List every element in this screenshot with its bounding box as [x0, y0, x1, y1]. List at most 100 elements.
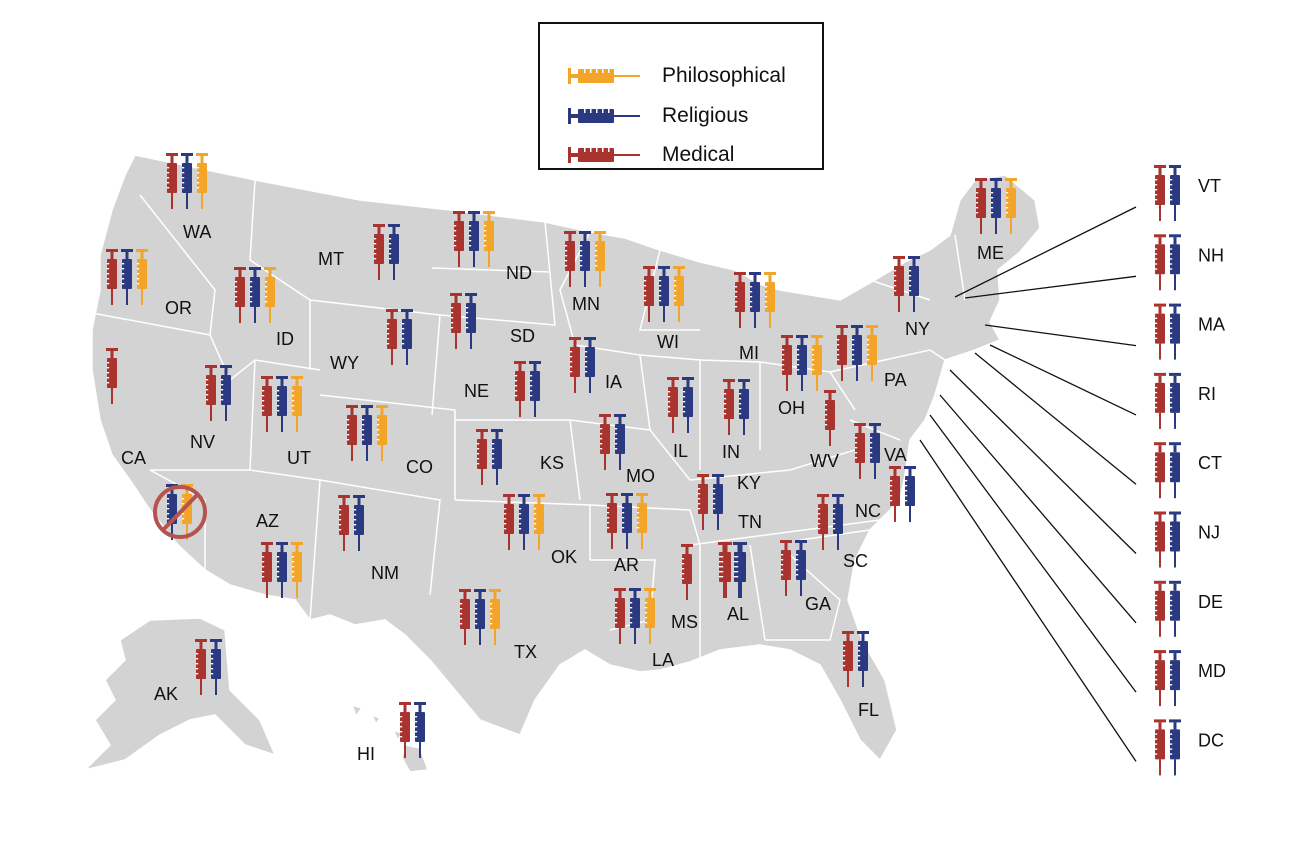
- callout-ct-medical-syringe-icon: [1154, 442, 1166, 499]
- callout-ri-religious-syringe-icon: [1169, 372, 1181, 429]
- callout-md-medical-syringe-icon: [1154, 650, 1166, 707]
- callout-line-ma: [984, 324, 1137, 347]
- callout-line-vt: [954, 206, 1137, 298]
- state-label-ca: CA: [121, 448, 146, 468]
- state-label-ms: MS: [671, 612, 698, 632]
- callout-vt-medical-syringe-icon: [1154, 165, 1166, 221]
- northeast-callouts: VT NH MA RI CT NJ DE MD DC: [919, 165, 1226, 776]
- callout-label-vt: VT: [1198, 176, 1221, 196]
- state-label-va: VA: [884, 445, 907, 465]
- callout-nh: NH: [964, 234, 1224, 299]
- callout-line-nh: [964, 275, 1137, 299]
- state-label-wy: WY: [330, 353, 359, 373]
- state-label-or: OR: [165, 298, 192, 318]
- callout-vt: VT: [954, 165, 1221, 298]
- callout-ct-religious-syringe-icon: [1169, 442, 1181, 499]
- state-label-wa: WA: [183, 222, 211, 242]
- callout-dc: DC: [919, 439, 1224, 776]
- state-label-nv: NV: [190, 432, 215, 452]
- callout-de-religious-syringe-icon: [1169, 580, 1181, 637]
- hawaii-shape: [350, 703, 430, 773]
- religious-syringe-icon: [568, 108, 640, 124]
- state-label-mt: MT: [318, 249, 344, 269]
- state-label-ak: AK: [154, 684, 178, 704]
- callout-label-de: DE: [1198, 592, 1223, 612]
- callout-line-nj: [949, 369, 1137, 554]
- state-label-pa: PA: [884, 370, 907, 390]
- state-pa: [836, 325, 878, 381]
- state-wa: [166, 153, 208, 209]
- callout-ma-religious-syringe-icon: [1169, 303, 1181, 360]
- callout-ct: CT: [974, 352, 1222, 499]
- state-label-me: ME: [977, 243, 1004, 263]
- callout-label-dc: DC: [1198, 730, 1224, 750]
- state-label-ky: KY: [737, 473, 761, 493]
- no-sign-slash: [161, 492, 200, 532]
- callout-nj-medical-syringe-icon: [1154, 511, 1166, 568]
- legend-item-medical: Medical: [564, 140, 814, 170]
- state-label-ga: GA: [805, 594, 831, 614]
- state-az: [261, 542, 303, 598]
- callout-label-md: MD: [1198, 661, 1226, 681]
- state-label-sd: SD: [510, 326, 535, 346]
- state-nd: [453, 211, 495, 267]
- state-label-mo: MO: [626, 466, 655, 486]
- state-label-il: IL: [673, 441, 688, 461]
- callout-de: DE: [939, 394, 1223, 637]
- state-ar: [606, 493, 648, 549]
- us-land: [82, 154, 1041, 773]
- state-label-mi: MI: [739, 343, 759, 363]
- state-tx: [459, 589, 501, 645]
- state-label-ne: NE: [464, 381, 489, 401]
- alaska-shape: [82, 617, 277, 772]
- state-label-az: AZ: [256, 511, 279, 531]
- legend-label-medical: Medical: [662, 143, 735, 166]
- state-label-tn: TN: [738, 512, 762, 532]
- state-ok: [503, 494, 545, 550]
- callout-line-ri: [989, 344, 1137, 416]
- state-la: [614, 588, 656, 644]
- no-sign-icon: [153, 485, 207, 539]
- callout-dc-medical-syringe-icon: [1154, 719, 1166, 776]
- state-label-ut: UT: [287, 448, 311, 468]
- state-label-al: AL: [727, 604, 749, 624]
- callout-label-ct: CT: [1198, 453, 1222, 473]
- state-label-hi: HI: [357, 744, 375, 764]
- state-ut: [261, 376, 303, 432]
- callout-nj-religious-syringe-icon: [1169, 511, 1181, 568]
- callout-nj: NJ: [949, 369, 1220, 568]
- callout-ma-medical-syringe-icon: [1154, 303, 1166, 360]
- callout-label-ma: MA: [1198, 315, 1225, 335]
- state-label-wi: WI: [657, 332, 679, 352]
- callout-label-nh: NH: [1198, 245, 1224, 265]
- state-id: [234, 267, 276, 323]
- state-label-ok: OK: [551, 547, 577, 567]
- state-label-ar: AR: [614, 555, 639, 575]
- contiguous-us-shape: [91, 154, 1041, 762]
- state-labels: WA OR CA NV ID MT WY UT AZ CO NM ND SD NE KS OK TX MN IA MO…: [121, 222, 1004, 764]
- callout-line-md: [929, 414, 1137, 693]
- callout-line-ct: [974, 352, 1137, 485]
- callout-de-medical-syringe-icon: [1154, 580, 1166, 637]
- state-label-tx: TX: [514, 642, 537, 662]
- callout-md: MD: [929, 414, 1226, 707]
- callout-md-religious-syringe-icon: [1169, 650, 1181, 707]
- callout-label-nj: NJ: [1198, 523, 1220, 543]
- state-label-id: ID: [276, 329, 294, 349]
- callout-label-ri: RI: [1198, 384, 1216, 404]
- callout-line-de: [939, 394, 1137, 624]
- legend: Philosophical Religious Medical: [538, 22, 824, 170]
- state-label-oh: OH: [778, 398, 805, 418]
- state-label-la: LA: [652, 650, 674, 670]
- state-label-nm: NM: [371, 563, 399, 583]
- california-prohibited-exemptions: [153, 484, 207, 540]
- callout-dc-religious-syringe-icon: [1169, 719, 1181, 776]
- state-mn: [564, 231, 606, 287]
- state-label-ia: IA: [605, 372, 622, 392]
- callout-nh-religious-syringe-icon: [1169, 234, 1181, 291]
- callout-line-dc: [919, 439, 1137, 762]
- callout-ma: MA: [984, 303, 1225, 360]
- legend-item-religious: Religious: [564, 101, 814, 131]
- legend-item-philosophical: Philosophical: [564, 61, 814, 91]
